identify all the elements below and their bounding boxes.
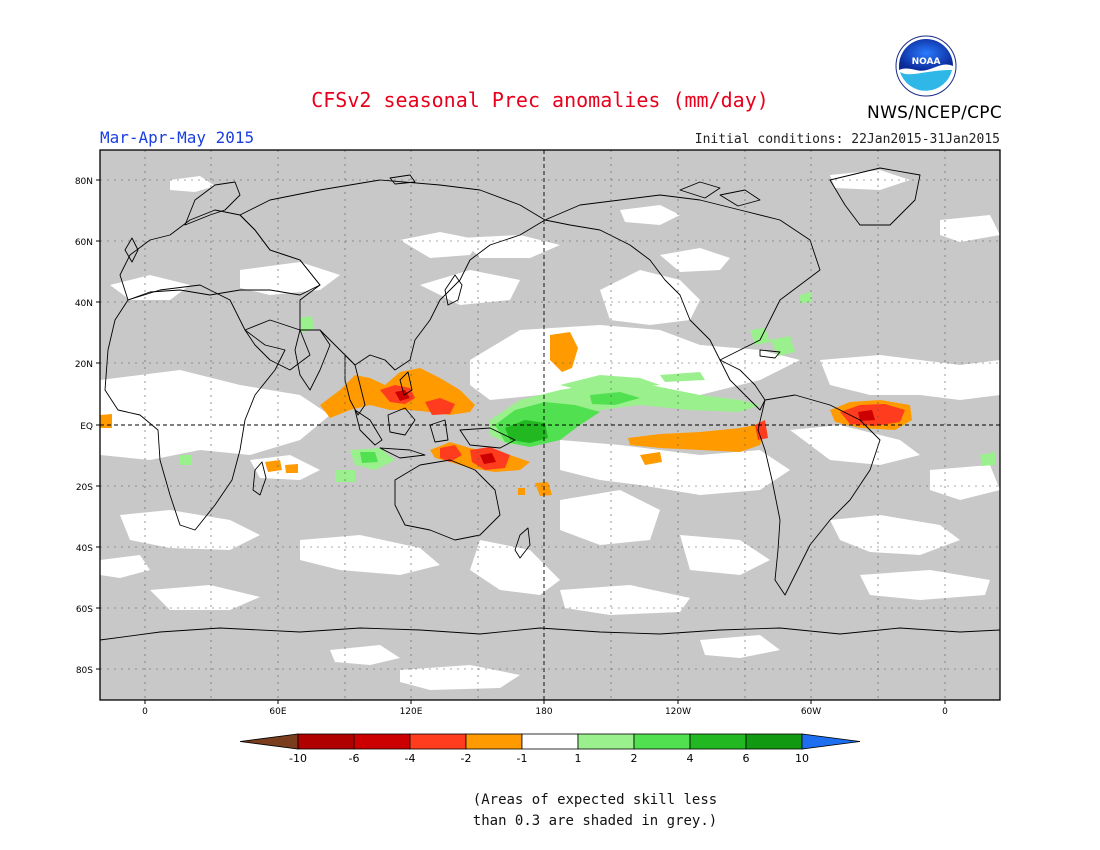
agency-label: NWS/NCEP/CPC — [867, 103, 1002, 123]
lon-label: 0 — [142, 707, 148, 717]
lon-label: 180 — [535, 707, 552, 717]
lon-label: 120W — [665, 707, 691, 717]
latitude-axis — [96, 179, 100, 670]
anomaly-red — [395, 390, 875, 464]
colorbar-label: 1 — [575, 752, 582, 765]
lat-label: 40N — [75, 299, 93, 309]
colorbar-segment — [577, 733, 635, 750]
colorbar-segment — [465, 733, 523, 750]
lat-label: 20N — [75, 360, 93, 370]
colorbar-segment — [689, 733, 747, 750]
initial-conditions-label: Initial conditions: 22Jan2015-31Jan2015 — [694, 132, 1000, 147]
colorbar-segment — [297, 733, 355, 750]
logo-text: NOAA — [912, 57, 941, 67]
lon-label: 120E — [400, 707, 423, 717]
lon-label: 0 — [942, 707, 948, 717]
map-title: CFSv2 seasonal Prec anomalies (mm/day) — [311, 88, 769, 112]
colorbar-segment — [633, 733, 691, 750]
colorbar-label: 6 — [743, 752, 750, 765]
lat-label: 20S — [76, 483, 93, 493]
latitude-labels: 80N 60N 40N 20N EQ 20S 40S 60S 80S — [75, 177, 93, 676]
colorbar-label: -1 — [517, 752, 528, 765]
lat-label: 80S — [76, 666, 93, 676]
longitude-axis — [144, 700, 946, 704]
colorbar-label: 10 — [795, 752, 809, 765]
lat-label: 60S — [76, 605, 93, 615]
colorbar-label: -10 — [289, 752, 307, 765]
lat-label: 60N — [75, 238, 93, 248]
reference-lines — [100, 150, 1000, 700]
colorbar-segment — [521, 733, 579, 750]
lat-label: 80N — [75, 177, 93, 187]
colorbar-label: -6 — [349, 752, 360, 765]
footnote-line: than 0.3 are shaded in grey.) — [472, 813, 718, 829]
footnote: (Areas of expected skill less than 0.3 a… — [0, 790, 1100, 832]
no-anomaly-regions — [100, 170, 1000, 690]
lat-label: 40S — [76, 544, 93, 554]
longitude-labels: 0 60E 120E 180 120W 60W 0 — [142, 707, 948, 717]
colorbar-end-high — [801, 733, 861, 750]
colorbar-end-low — [239, 733, 299, 750]
colorbar-segment — [745, 733, 803, 750]
colorbar: -10 -6 -4 -2 -1 1 2 4 6 10 — [239, 733, 861, 765]
grid-lines — [100, 150, 1000, 700]
colorbar-segment — [353, 733, 411, 750]
colorbar-label: -2 — [461, 752, 472, 765]
colorbar-label: 4 — [687, 752, 694, 765]
colorbar-label: 2 — [631, 752, 638, 765]
colorbar-label: -4 — [405, 752, 416, 765]
lon-label: 60W — [801, 707, 821, 717]
anomaly-light-green — [180, 292, 995, 482]
coastlines — [100, 167, 1000, 641]
season-label: Mar-Apr-May 2015 — [100, 128, 255, 147]
footnote-line: (Areas of expected skill less — [472, 792, 718, 808]
lon-label: 60E — [269, 707, 286, 717]
lat-label: EQ — [80, 422, 93, 432]
noaa-logo: NOAA — [895, 35, 957, 97]
colorbar-segment — [409, 733, 467, 750]
anomaly-dark-green — [505, 420, 548, 443]
